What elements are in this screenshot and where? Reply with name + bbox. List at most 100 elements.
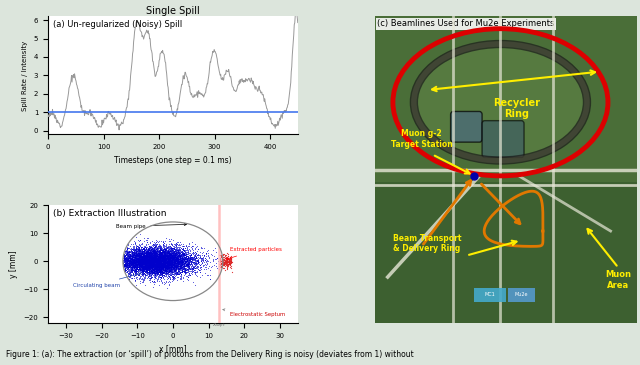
Point — [183, 269, 193, 274]
Point — [150, 254, 161, 260]
Point — [170, 250, 180, 256]
Point — [177, 266, 188, 272]
Point — [177, 257, 187, 263]
Point — [142, 269, 152, 275]
Point — [140, 257, 150, 263]
Point — [143, 245, 153, 251]
Point — [157, 252, 167, 258]
Point — [225, 260, 235, 266]
Point — [197, 250, 207, 256]
Point — [163, 249, 173, 255]
Point — [123, 257, 133, 263]
Point — [157, 255, 167, 261]
Point — [165, 252, 175, 258]
Point — [131, 263, 141, 269]
Point — [162, 266, 172, 272]
Point — [169, 259, 179, 265]
Point — [170, 261, 180, 266]
Point — [178, 250, 188, 256]
Point — [120, 254, 131, 260]
Point — [129, 257, 140, 262]
Point — [219, 262, 229, 268]
Point — [163, 264, 173, 270]
Point — [139, 249, 149, 254]
Point — [222, 263, 232, 269]
Point — [129, 259, 139, 265]
Point — [164, 274, 175, 280]
Point — [160, 263, 170, 269]
Point — [160, 268, 170, 274]
Point — [130, 247, 140, 253]
Point — [149, 246, 159, 252]
Point — [175, 268, 185, 273]
Point — [141, 253, 151, 259]
Point — [184, 242, 195, 247]
Point — [144, 254, 154, 260]
Point — [163, 264, 173, 270]
Point — [150, 253, 160, 258]
Point — [136, 258, 146, 264]
Point — [122, 261, 132, 267]
Point — [144, 255, 154, 261]
Point — [146, 255, 156, 261]
Point — [134, 261, 144, 267]
Point — [175, 259, 186, 265]
Point — [160, 248, 170, 254]
Point — [131, 249, 141, 255]
Point — [156, 277, 166, 283]
Point — [144, 265, 154, 271]
Point — [169, 261, 179, 266]
Point — [163, 257, 173, 262]
Point — [122, 266, 132, 272]
Point — [127, 264, 138, 269]
Point — [127, 260, 138, 265]
Point — [140, 266, 150, 272]
Point — [157, 259, 168, 265]
Point — [170, 265, 180, 271]
Point — [156, 271, 166, 277]
Point — [161, 273, 171, 279]
Point — [120, 262, 130, 268]
Point — [140, 260, 150, 266]
Point — [152, 249, 163, 254]
Point — [120, 252, 130, 258]
Point — [161, 262, 171, 268]
Point — [170, 264, 180, 269]
Point — [159, 259, 170, 265]
Point — [131, 259, 141, 265]
Point — [180, 256, 190, 262]
Point — [157, 263, 167, 269]
Point — [138, 262, 148, 268]
Point — [171, 247, 181, 253]
Point — [146, 258, 156, 264]
Point — [129, 264, 140, 270]
Point — [149, 267, 159, 273]
Point — [181, 254, 191, 260]
Point — [162, 267, 172, 273]
Point — [124, 261, 134, 266]
Point — [156, 252, 166, 258]
Point — [136, 261, 146, 266]
Point — [157, 257, 168, 263]
Point — [158, 255, 168, 261]
Point — [149, 261, 159, 266]
Point — [168, 252, 178, 258]
Point — [160, 245, 170, 250]
Point — [147, 265, 157, 271]
Point — [162, 258, 172, 264]
Point — [164, 261, 174, 267]
Point — [137, 246, 147, 252]
Point — [147, 250, 157, 256]
Point — [161, 262, 171, 268]
Point — [155, 266, 165, 272]
Point — [134, 256, 145, 262]
Point — [160, 256, 170, 262]
Point — [220, 260, 230, 265]
Point — [193, 257, 203, 262]
Point — [135, 259, 145, 265]
Point — [152, 261, 162, 267]
Point — [204, 276, 214, 282]
Point — [182, 262, 193, 268]
Point — [159, 250, 169, 256]
Point — [137, 264, 147, 270]
